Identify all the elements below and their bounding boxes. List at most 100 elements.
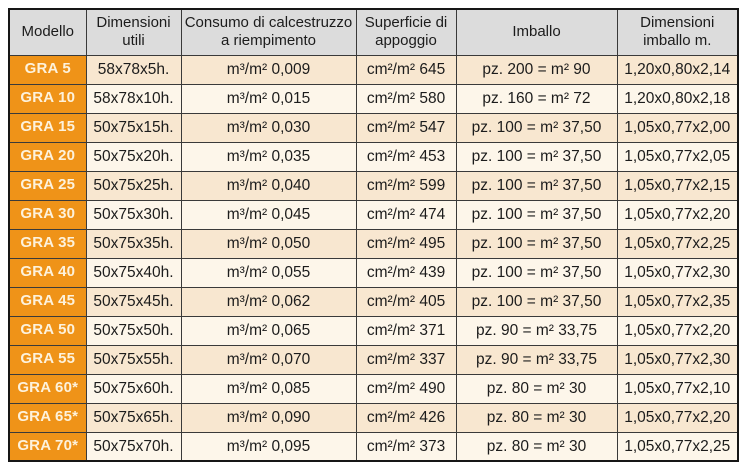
dimensioni-imballo-cell: 1,20x0,80x2,14 [616,54,739,85]
superficie-cell: cm²/m² 599 [355,170,457,201]
imballo-cell: pz. 80 = m² 30 [455,402,618,433]
model-cell: GRA 50 [8,315,87,346]
table-row: GRA 65* 50x75x65h. m³/m² 0,090 cm²/m² 426 pz… [8,402,739,433]
table-row: GRA 60* 50x75x60h. m³/m² 0,085 cm²/m² 490 pz… [8,373,739,404]
imballo-cell: pz. 100 = m² 37,50 [455,228,618,259]
table-row: GRA 70* 50x75x70h. m³/m² 0,095 cm²/m² 373 pz… [8,431,739,462]
dimensioni-utili-cell: 50x75x45h. [85,286,182,317]
dimensioni-imballo-cell: 1,05x0,77x2,25 [616,431,739,462]
model-cell: GRA 65* [8,402,87,433]
imballo-cell: pz. 100 = m² 37,50 [455,286,618,317]
table-row: GRA 25 50x75x25h. m³/m² 0,040 cm²/m² 599 pz.… [8,170,739,201]
dimensioni-utili-cell: 50x75x60h. [85,373,182,404]
dimensioni-imballo-cell: 1,05x0,77x2,10 [616,373,739,404]
imballo-cell: pz. 160 = m² 72 [455,83,618,114]
dimensioni-utili-cell: 58x78x5h. [85,54,182,85]
consumo-cell: m³/m² 0,045 [180,199,357,230]
imballo-cell: pz. 100 = m² 37,50 [455,112,618,143]
consumo-cell: m³/m² 0,062 [180,286,357,317]
model-cell: GRA 20 [8,141,87,172]
dimensioni-imballo-cell: 1,05x0,77x2,30 [616,344,739,375]
superficie-cell: cm²/m² 474 [355,199,457,230]
dimensioni-utili-cell: 58x78x10h. [85,83,182,114]
consumo-cell: m³/m² 0,009 [180,54,357,85]
model-cell: GRA 5 [8,54,87,85]
consumo-cell: m³/m² 0,035 [180,141,357,172]
header-row: Modello Dimensioni utili Consumo di calc… [8,8,739,56]
imballo-cell: pz. 100 = m² 37,50 [455,170,618,201]
consumo-cell: m³/m² 0,040 [180,170,357,201]
superficie-cell: cm²/m² 439 [355,257,457,288]
model-cell: GRA 10 [8,83,87,114]
dimensioni-imballo-cell: 1,20x0,80x2,18 [616,83,739,114]
column-header-modello: Modello [8,8,87,56]
model-cell: GRA 70* [8,431,87,462]
dimensioni-utili-cell: 50x75x25h. [85,170,182,201]
column-header-dimensioni-imballo: Dimensioni imballo m. [616,8,739,56]
table-row: GRA 45 50x75x45h. m³/m² 0,062 cm²/m² 405 pz.… [8,286,739,317]
imballo-cell: pz. 100 = m² 37,50 [455,257,618,288]
imballo-cell: pz. 80 = m² 30 [455,373,618,404]
superficie-cell: cm²/m² 490 [355,373,457,404]
model-cell: GRA 15 [8,112,87,143]
superficie-cell: cm²/m² 371 [355,315,457,346]
superficie-cell: cm²/m² 405 [355,286,457,317]
dimensioni-utili-cell: 50x75x30h. [85,199,182,230]
table-row: GRA 40 50x75x40h. m³/m² 0,055 cm²/m² 439 pz.… [8,257,739,288]
table-row: GRA 35 50x75x35h. m³/m² 0,050 cm²/m² 495 pz.… [8,228,739,259]
superficie-cell: cm²/m² 337 [355,344,457,375]
model-cell: GRA 45 [8,286,87,317]
superficie-cell: cm²/m² 495 [355,228,457,259]
superficie-cell: cm²/m² 580 [355,83,457,114]
dimensioni-utili-cell: 50x75x50h. [85,315,182,346]
product-spec-table: Modello Dimensioni utili Consumo di calc… [8,8,739,462]
imballo-cell: pz. 200 = m² 90 [455,54,618,85]
superficie-cell: cm²/m² 547 [355,112,457,143]
consumo-cell: m³/m² 0,085 [180,373,357,404]
consumo-cell: m³/m² 0,030 [180,112,357,143]
dimensioni-utili-cell: 50x75x35h. [85,228,182,259]
consumo-cell: m³/m² 0,090 [180,402,357,433]
model-cell: GRA 35 [8,228,87,259]
dimensioni-imballo-cell: 1,05x0,77x2,20 [616,199,739,230]
imballo-cell: pz. 80 = m² 30 [455,431,618,462]
table-row: GRA 20 50x75x20h. m³/m² 0,035 cm²/m² 453 pz.… [8,141,739,172]
consumo-cell: m³/m² 0,095 [180,431,357,462]
table-row: GRA 10 58x78x10h. m³/m² 0,015 cm²/m² 580 pz.… [8,83,739,114]
dimensioni-imballo-cell: 1,05x0,77x2,20 [616,402,739,433]
dimensioni-imballo-cell: 1,05x0,77x2,00 [616,112,739,143]
model-cell: GRA 60* [8,373,87,404]
table-header: Modello Dimensioni utili Consumo di calc… [8,8,739,56]
model-cell: GRA 25 [8,170,87,201]
model-cell: GRA 40 [8,257,87,288]
superficie-cell: cm²/m² 373 [355,431,457,462]
column-header-imballo: Imballo [455,8,618,56]
consumo-cell: m³/m² 0,070 [180,344,357,375]
table-row: GRA 15 50x75x15h. m³/m² 0,030 cm²/m² 547 pz.… [8,112,739,143]
table-row: GRA 55 50x75x55h. m³/m² 0,070 cm²/m² 337 pz.… [8,344,739,375]
dimensioni-imballo-cell: 1,05x0,77x2,30 [616,257,739,288]
imballo-cell: pz. 100 = m² 37,50 [455,141,618,172]
dimensioni-utili-cell: 50x75x20h. [85,141,182,172]
model-cell: GRA 30 [8,199,87,230]
superficie-cell: cm²/m² 426 [355,402,457,433]
column-header-consumo: Consumo di calcestruzzo a riempimento [180,8,357,56]
table-row: GRA 5 58x78x5h. m³/m² 0,009 cm²/m² 645 pz. 2… [8,54,739,85]
consumo-cell: m³/m² 0,065 [180,315,357,346]
dimensioni-utili-cell: 50x75x65h. [85,402,182,433]
dimensioni-utili-cell: 50x75x40h. [85,257,182,288]
imballo-cell: pz. 100 = m² 37,50 [455,199,618,230]
dimensioni-imballo-cell: 1,05x0,77x2,20 [616,315,739,346]
imballo-cell: pz. 90 = m² 33,75 [455,315,618,346]
dimensioni-utili-cell: 50x75x55h. [85,344,182,375]
superficie-cell: cm²/m² 645 [355,54,457,85]
table-row: GRA 50 50x75x50h. m³/m² 0,065 cm²/m² 371 pz.… [8,315,739,346]
dimensioni-utili-cell: 50x75x70h. [85,431,182,462]
dimensioni-imballo-cell: 1,05x0,77x2,25 [616,228,739,259]
column-header-dimensioni-utili: Dimensioni utili [85,8,182,56]
table-row: GRA 30 50x75x30h. m³/m² 0,045 cm²/m² 474 pz.… [8,199,739,230]
table-body: GRA 5 58x78x5h. m³/m² 0,009 cm²/m² 645 pz. 2… [8,54,739,462]
model-cell: GRA 55 [8,344,87,375]
dimensioni-imballo-cell: 1,05x0,77x2,15 [616,170,739,201]
